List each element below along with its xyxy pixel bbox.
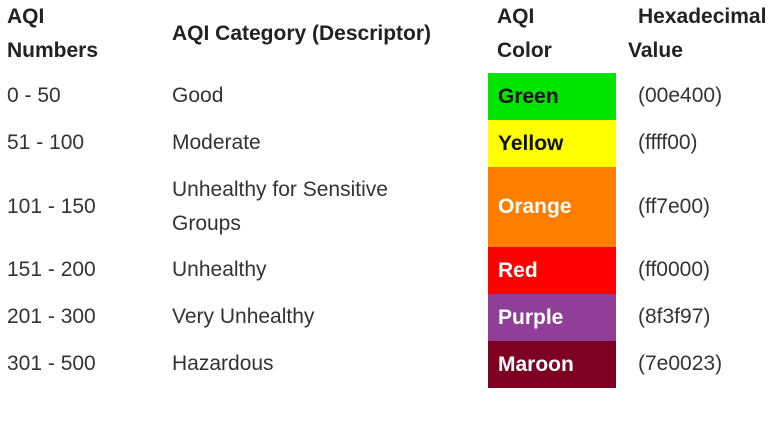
header-hexadecimal-value: Hexadecimal Value — [628, 0, 776, 68]
color-swatch-orange: Orange — [488, 167, 616, 247]
aqi-category-line1: Unhealthy for Sensitive — [172, 178, 388, 201]
hex-value: (8f3f97) — [638, 305, 711, 328]
hex-value: (ff0000) — [638, 258, 710, 281]
aqi-range: 101 - 150 — [7, 195, 96, 218]
header-aqi-numbers-line1: AQI — [7, 5, 45, 28]
hex-value: (00e400) — [638, 84, 723, 107]
header-aqi-color: AQI Color — [497, 0, 552, 68]
color-swatch-maroon: Maroon — [488, 341, 616, 388]
color-swatch-green: Green — [488, 73, 616, 120]
color-swatch-yellow: Yellow — [488, 120, 616, 167]
aqi-range: 151 - 200 — [7, 258, 96, 281]
aqi-category: Unhealthy for Sensitive Groups — [172, 173, 472, 241]
aqi-category: Very Unhealthy — [172, 305, 315, 328]
table-row: 201 - 300 Very Unhealthy Purple (8f3f97) — [0, 294, 776, 341]
header-hex-line1: Hexadecimal — [638, 5, 767, 28]
aqi-range: 0 - 50 — [7, 84, 61, 107]
header-aqi-color-line2: Color — [497, 39, 552, 62]
color-swatch-purple: Purple — [488, 294, 616, 341]
aqi-category: Good — [172, 84, 224, 107]
header-hex-line2: Value — [628, 39, 683, 62]
aqi-category-line2: Groups — [172, 212, 241, 235]
aqi-range: 51 - 100 — [7, 131, 85, 154]
aqi-range: 201 - 300 — [7, 305, 96, 328]
table-row: 301 - 500 Hazardous Maroon (7e0023) — [0, 341, 776, 388]
header-aqi-numbers: AQI Numbers — [7, 0, 98, 68]
header-aqi-category: AQI Category (Descriptor) — [172, 22, 432, 45]
header-aqi-numbers-line2: Numbers — [7, 39, 99, 62]
aqi-category: Unhealthy — [172, 258, 267, 281]
table-row: 51 - 100 Moderate Yellow (ffff00) — [0, 120, 776, 167]
table-row: 101 - 150 Unhealthy for Sensitive Groups… — [0, 167, 776, 247]
aqi-category: Moderate — [172, 131, 261, 154]
color-swatch-red: Red — [488, 247, 616, 294]
hex-value: (7e0023) — [638, 352, 723, 375]
hex-value: (ffff00) — [638, 131, 698, 154]
aqi-range: 301 - 500 — [7, 352, 96, 375]
aqi-category: Hazardous — [172, 352, 274, 375]
table-row: 0 - 50 Good Green (00e400) — [0, 73, 776, 120]
header-aqi-color-line1: AQI — [497, 5, 535, 28]
table-row: 151 - 200 Unhealthy Red (ff0000) — [0, 247, 776, 294]
hex-value: (ff7e00) — [638, 195, 710, 218]
